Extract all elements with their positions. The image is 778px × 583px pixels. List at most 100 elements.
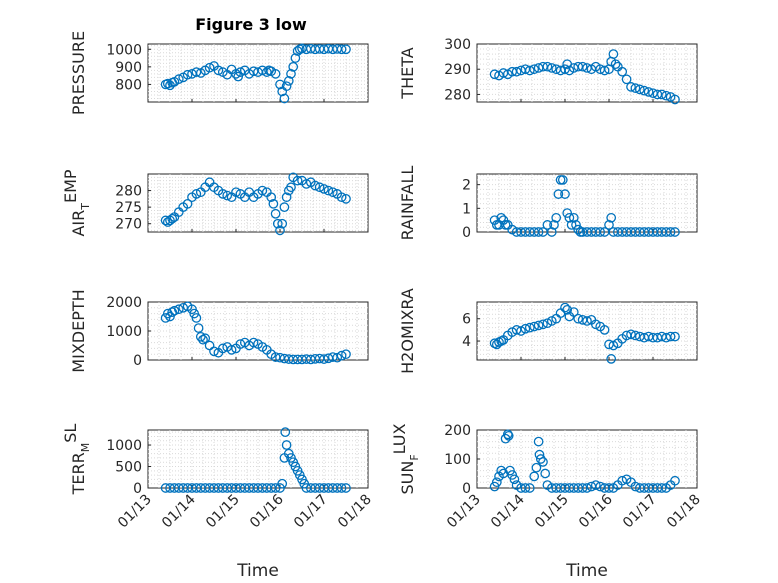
data-point	[566, 220, 577, 230]
data-point	[535, 454, 546, 464]
x-tick-label: 01/15	[532, 492, 572, 532]
data-point	[571, 220, 581, 230]
data-point	[511, 66, 522, 77]
x-axis-label: Time	[236, 561, 279, 581]
data-point	[577, 61, 588, 72]
y-tick-label: 290	[444, 62, 471, 78]
data-point	[173, 304, 184, 315]
data-point	[542, 61, 553, 72]
data-point	[573, 313, 584, 324]
axes-box	[476, 43, 698, 103]
x-tick-label: 01/14	[159, 491, 199, 531]
data-point	[502, 429, 513, 440]
data-point	[341, 349, 351, 360]
data-point	[529, 471, 540, 482]
x-tick-label: 01/15	[203, 492, 243, 532]
data-point	[290, 53, 301, 63]
data-point	[562, 304, 573, 315]
data-point	[173, 74, 184, 85]
data-point	[248, 337, 259, 348]
data-point	[665, 227, 676, 237]
y-tick-label: 0	[462, 481, 471, 497]
data-point	[272, 218, 283, 229]
x-axis-label: Time	[565, 561, 608, 581]
data-point	[610, 59, 621, 70]
data-point	[595, 227, 606, 237]
figure-title: Figure 3 low	[195, 15, 307, 34]
data-point	[553, 189, 564, 199]
data-point	[336, 44, 347, 55]
data-point	[277, 478, 288, 489]
data-point	[670, 94, 680, 105]
data-point	[182, 198, 193, 209]
data-point	[231, 69, 241, 79]
data-point	[656, 483, 667, 493]
data-point	[275, 225, 285, 236]
data-point	[606, 212, 617, 223]
data-point	[617, 66, 628, 77]
y-tick-label: 280	[115, 184, 142, 200]
data-point	[634, 84, 645, 95]
x-tick-label: 01/13	[115, 492, 155, 532]
x-tick-label: 01/17	[620, 492, 660, 532]
y-axis-label: THETA	[398, 47, 417, 99]
data-point	[319, 354, 329, 364]
x-tick-label: 01/18	[664, 492, 704, 532]
data-point	[531, 462, 542, 473]
data-point	[288, 61, 299, 72]
data-point	[608, 49, 619, 59]
y-tick-label: 2	[462, 178, 471, 194]
data-point	[562, 208, 573, 218]
data-point	[292, 175, 303, 186]
data-point	[191, 67, 202, 77]
y-tick-label: 275	[115, 200, 142, 216]
y-tick-label: 800	[115, 77, 142, 93]
data-point	[286, 182, 296, 193]
data-point	[235, 67, 246, 77]
y-tick-label: 1000	[106, 324, 142, 340]
data-point	[270, 483, 281, 493]
data-point	[275, 79, 285, 90]
data-point	[643, 87, 654, 97]
data-point	[283, 76, 294, 86]
data-point	[191, 189, 202, 199]
data-point	[257, 185, 268, 196]
x-tick-label: 01/18	[335, 492, 375, 532]
y-tick-label: 0	[462, 225, 471, 241]
data-point	[491, 477, 502, 488]
data-point	[582, 483, 592, 493]
y-axis-label: MIXDEPTH	[69, 289, 88, 372]
y-tick-label: 2000	[106, 295, 142, 311]
data-point	[538, 457, 548, 467]
y-tick-label: 900	[115, 60, 142, 76]
data-point	[630, 330, 641, 341]
data-point	[193, 323, 204, 333]
x-tick-label: 01/17	[291, 492, 331, 532]
data-point	[538, 319, 548, 330]
x-tick-label: 01/16	[576, 491, 616, 531]
data-point	[169, 305, 180, 316]
data-point	[639, 85, 650, 96]
data-point	[279, 202, 290, 212]
y-tick-label: 1	[462, 201, 471, 217]
data-point	[529, 64, 540, 75]
data-point	[209, 346, 219, 357]
data-point	[226, 344, 237, 355]
y-tick-label: 280	[444, 87, 471, 103]
data-point	[546, 63, 557, 73]
data-point	[604, 483, 614, 493]
data-point	[626, 82, 636, 92]
data-point	[341, 44, 351, 55]
data-point	[520, 323, 531, 334]
y-tick-label: 1000	[106, 42, 142, 58]
y-tick-label: 1000	[106, 438, 142, 454]
data-point	[327, 187, 338, 198]
y-axis-label: TERRMSL	[61, 424, 92, 496]
data-point	[599, 325, 610, 335]
data-point	[341, 194, 351, 204]
data-point	[222, 190, 233, 201]
data-point	[270, 208, 281, 219]
